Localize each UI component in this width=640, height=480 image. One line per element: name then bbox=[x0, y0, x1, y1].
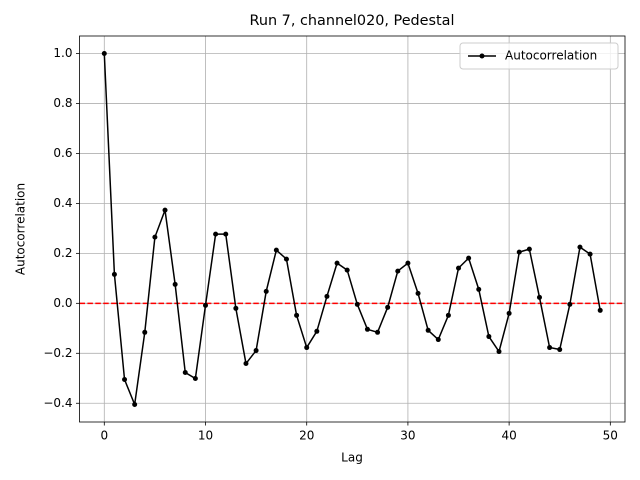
legend-label: Autocorrelation bbox=[505, 49, 597, 63]
data-point bbox=[577, 244, 583, 250]
y-tick-label: −0.2 bbox=[43, 346, 72, 360]
data-point bbox=[344, 267, 350, 273]
data-point bbox=[597, 307, 603, 313]
data-point bbox=[486, 334, 492, 340]
data-point bbox=[263, 288, 269, 294]
data-point bbox=[172, 281, 178, 287]
data-point bbox=[243, 361, 249, 367]
data-point bbox=[324, 293, 330, 299]
data-point bbox=[273, 247, 279, 253]
y-tick-label: 0.0 bbox=[53, 296, 72, 310]
y-tick-label: 0.4 bbox=[53, 196, 72, 210]
data-point bbox=[385, 304, 391, 310]
data-point bbox=[516, 249, 522, 255]
data-point bbox=[132, 402, 138, 408]
data-point bbox=[526, 246, 532, 252]
data-point bbox=[253, 348, 259, 354]
data-point bbox=[435, 337, 441, 343]
y-axis-label: Autocorrelation bbox=[14, 183, 28, 275]
data-point bbox=[425, 327, 431, 333]
data-point bbox=[506, 310, 512, 316]
x-tick-label: 50 bbox=[603, 429, 618, 443]
legend-box bbox=[459, 42, 619, 70]
data-point bbox=[587, 251, 593, 257]
data-point bbox=[192, 376, 198, 382]
data-point bbox=[314, 328, 320, 334]
data-point bbox=[152, 234, 158, 240]
data-point bbox=[547, 345, 553, 351]
data-point bbox=[111, 271, 117, 277]
x-tick-label: 0 bbox=[100, 429, 108, 443]
data-point bbox=[233, 305, 239, 311]
data-point bbox=[122, 377, 128, 383]
data-point bbox=[162, 207, 168, 213]
data-point bbox=[142, 329, 148, 335]
data-point bbox=[557, 347, 563, 353]
data-point bbox=[334, 260, 340, 266]
data-point bbox=[496, 349, 502, 355]
data-point bbox=[364, 326, 370, 332]
y-tick-label: 0.6 bbox=[53, 146, 72, 160]
data-point bbox=[182, 370, 188, 376]
data-point bbox=[405, 260, 411, 266]
y-tick-label: −0.4 bbox=[43, 396, 72, 410]
data-point bbox=[101, 50, 107, 56]
y-tick-label: 1.0 bbox=[53, 46, 72, 60]
data-point bbox=[445, 312, 451, 318]
x-axis-label: Lag bbox=[341, 451, 363, 465]
data-point bbox=[375, 329, 381, 335]
data-point bbox=[466, 255, 472, 261]
data-point bbox=[536, 294, 542, 300]
data-point bbox=[304, 345, 310, 351]
data-point bbox=[223, 231, 229, 237]
x-tick-label: 30 bbox=[400, 429, 415, 443]
data-point bbox=[456, 265, 462, 271]
data-point bbox=[354, 301, 360, 307]
data-point bbox=[283, 256, 289, 262]
data-point bbox=[395, 268, 401, 274]
x-tick-label: 40 bbox=[501, 429, 516, 443]
data-point bbox=[415, 290, 421, 296]
y-tick-label: 0.8 bbox=[53, 96, 72, 110]
data-point bbox=[203, 302, 209, 308]
x-tick-label: 10 bbox=[198, 429, 213, 443]
data-point bbox=[213, 231, 219, 237]
data-point bbox=[476, 286, 482, 292]
chart-title: Run 7, channel020, Pedestal bbox=[250, 13, 455, 29]
x-tick-label: 20 bbox=[299, 429, 314, 443]
axes-frame bbox=[79, 35, 626, 423]
data-line bbox=[103, 53, 601, 408]
y-tick-label: 0.2 bbox=[53, 246, 72, 260]
data-point bbox=[567, 301, 573, 307]
data-point bbox=[294, 312, 300, 318]
legend-marker bbox=[479, 53, 485, 59]
